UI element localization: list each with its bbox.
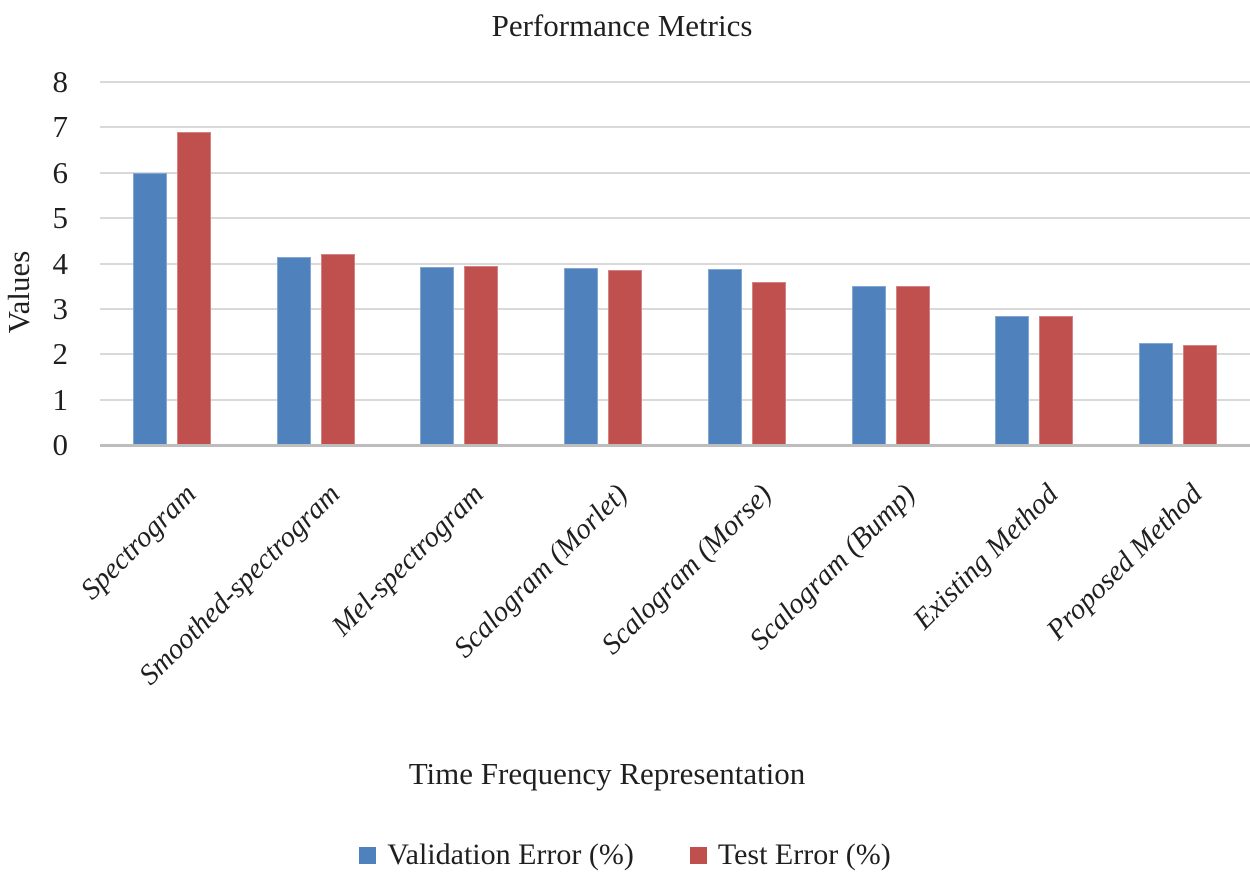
x-category-label: Spectrogram [74,478,203,606]
gridline [100,126,1250,129]
legend-swatch-validation-error [359,846,377,864]
y-tick-label: 2 [52,336,69,372]
gridline [100,81,1250,83]
bar-validation-error [995,315,1030,445]
y-tick-label: 4 [52,245,69,281]
legend-label-validation-error: Validation Error (%) [387,838,634,871]
bar-test-error [1183,345,1218,445]
gridline [100,171,1250,174]
legend-swatch-test-error [689,846,707,864]
x-category-label: Proposed Method [1040,478,1209,647]
x-category-label: Existing Method [907,478,1066,636]
x-axis-title: Time Frequency Representation [408,756,806,791]
x-axis-line [100,444,1250,447]
x-category-label: Mel-spectrogram [325,478,491,643]
gridline [100,398,1250,401]
bar-validation-error [1139,342,1174,445]
bar-test-error [608,270,643,445]
y-tick-label: 0 [52,427,69,462]
y-tick-label: 1 [52,381,69,417]
bar-test-error [464,265,499,445]
legend: Validation Error (%) Test Error (%) [0,838,1250,872]
gridline [100,307,1250,310]
bar-validation-error [564,268,599,445]
bar-test-error [895,286,930,445]
legend-item-test-error: Test Error (%) [689,838,891,872]
legend-label-test-error: Test Error (%) [717,838,891,871]
y-axis-title: Values [1,250,36,334]
chart-title: Performance Metrics [491,8,753,43]
bar-validation-error [851,286,886,445]
bar-validation-error [420,266,455,445]
gridline [100,217,1250,220]
y-tick-label: 3 [52,290,69,326]
gridline [100,262,1250,265]
gridline [100,353,1250,356]
bar-test-error [176,131,211,445]
bar-validation-error [276,256,311,445]
y-tick-label: 5 [52,200,69,236]
y-tick-label: 7 [52,109,69,145]
bar-validation-error [132,172,167,445]
y-tick-label: 6 [52,154,69,190]
bar-test-error [1039,315,1074,445]
y-tick-label: 8 [52,64,69,99]
bar-validation-error [707,269,742,445]
bar-test-error [320,254,355,445]
bar-test-error [751,281,786,445]
legend-item-validation-error: Validation Error (%) [359,838,634,872]
